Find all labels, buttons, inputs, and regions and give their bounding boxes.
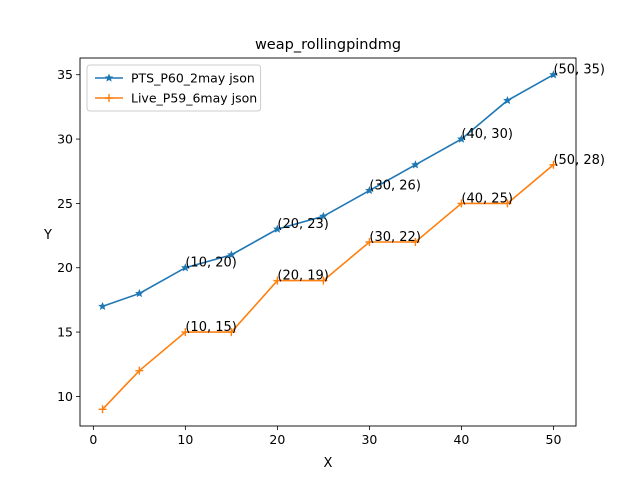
data-point [457, 134, 466, 143]
data-label: (10, 20) [185, 256, 237, 271]
plot-area: (10, 20) (20, 23) (30, 26) (40, 30) (50, 35)… [98, 63, 605, 414]
y-axis: 10 15 20 25 30 35 [57, 67, 80, 404]
data-point [365, 186, 374, 195]
y-tick-label: 15 [57, 325, 73, 340]
x-tick-label: 0 [89, 432, 97, 447]
data-point [549, 160, 558, 169]
data-point [98, 405, 107, 414]
data-point [503, 199, 512, 208]
data-point [457, 199, 466, 208]
x-tick-label: 30 [361, 432, 377, 447]
data-point [227, 250, 236, 259]
legend-label: Live_P59_6may json [131, 91, 257, 106]
y-tick-label: 20 [57, 260, 73, 275]
legend-marker [105, 94, 113, 102]
data-point [549, 70, 558, 79]
y-axis-label: Y [43, 228, 52, 243]
data-label: (20, 23) [277, 217, 329, 232]
x-tick-label: 20 [269, 432, 285, 447]
data-label: (30, 26) [369, 179, 421, 194]
data-label: (10, 15) [185, 320, 237, 335]
y-tick-label: 10 [57, 389, 73, 404]
x-tick-label: 50 [546, 432, 562, 447]
legend: PTS_P60_2may json Live_P59_6may json [86, 64, 262, 112]
y-tick-label: 35 [57, 67, 73, 82]
data-label: (50, 35) [553, 63, 605, 78]
data-point [181, 328, 190, 337]
data-point [411, 160, 420, 169]
data-point [273, 276, 282, 285]
x-axis-label: X [324, 456, 333, 471]
x-axis: 0 10 20 30 40 50 [89, 426, 561, 447]
data-point [273, 224, 282, 233]
data-point [319, 211, 328, 220]
data-point [98, 301, 107, 310]
data-label: (40, 30) [461, 127, 512, 142]
data-point [227, 328, 236, 337]
legend-marker [104, 73, 114, 82]
data-label: (40, 25) [461, 191, 512, 206]
data-label: (50, 28) [553, 153, 605, 168]
x-tick-label: 40 [453, 432, 469, 447]
data-point [503, 95, 512, 105]
plot-frame [79, 57, 577, 427]
y-tick-label: 25 [57, 196, 73, 211]
data-point [181, 263, 190, 272]
data-point [319, 276, 328, 285]
data-point [135, 366, 144, 375]
y-tick-label: 30 [57, 132, 73, 147]
data-point [135, 288, 144, 298]
data-point [411, 238, 420, 246]
data-point [365, 238, 374, 246]
x-tick-label: 10 [177, 432, 193, 447]
chart-title: weap_rollingpindmg [255, 37, 401, 53]
data-label: (30, 22) [369, 230, 421, 245]
data-label: (20, 19) [277, 269, 329, 284]
legend-label: PTS_P60_2may json [131, 71, 255, 86]
legend-box [86, 64, 262, 112]
